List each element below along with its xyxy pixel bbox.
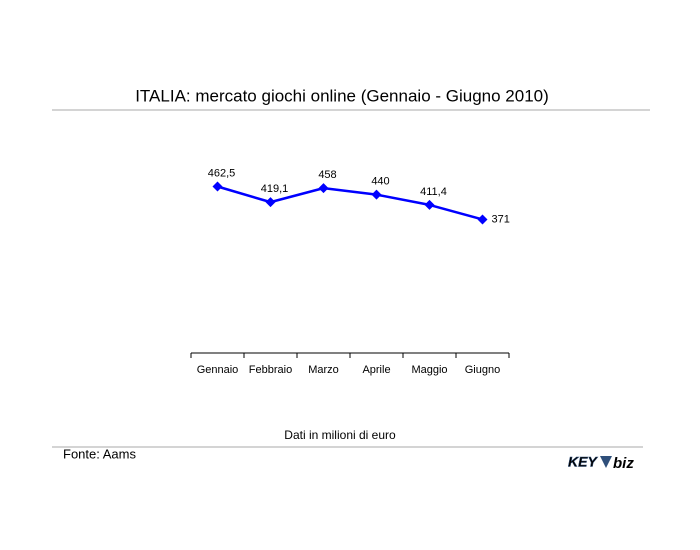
- marker: [318, 183, 329, 194]
- note: Dati in milioni di euro: [284, 428, 396, 442]
- marker: [212, 181, 223, 192]
- data-label: 371: [492, 213, 510, 225]
- marker: [477, 214, 488, 225]
- marker: [371, 189, 382, 200]
- x-tick-label: Febbraio: [249, 364, 292, 376]
- data-label: 462,5: [208, 167, 236, 179]
- data-label: 411,4: [420, 186, 447, 198]
- x-tick-label: Aprile: [362, 364, 390, 376]
- x-tick-label: Gennaio: [197, 364, 239, 376]
- logo-biz: biz: [613, 455, 634, 472]
- line: [217, 185, 483, 221]
- logo-icon: [600, 456, 612, 468]
- chart-title: ITALIA: mercato giochi online (Gennaio -…: [135, 86, 549, 105]
- source: Fonte: Aams: [63, 446, 136, 461]
- x-tick-label: Giugno: [465, 364, 500, 376]
- x-tick-label: Marzo: [308, 364, 339, 376]
- data-label: 419,1: [261, 183, 289, 195]
- marker: [424, 199, 435, 210]
- logo: KEY biz: [568, 453, 635, 472]
- data-label: 458: [318, 169, 336, 181]
- marker: [265, 197, 276, 208]
- logo-key: KEY: [568, 454, 598, 470]
- data-label: 440: [371, 176, 389, 188]
- x-tick-label: Maggio: [411, 364, 447, 376]
